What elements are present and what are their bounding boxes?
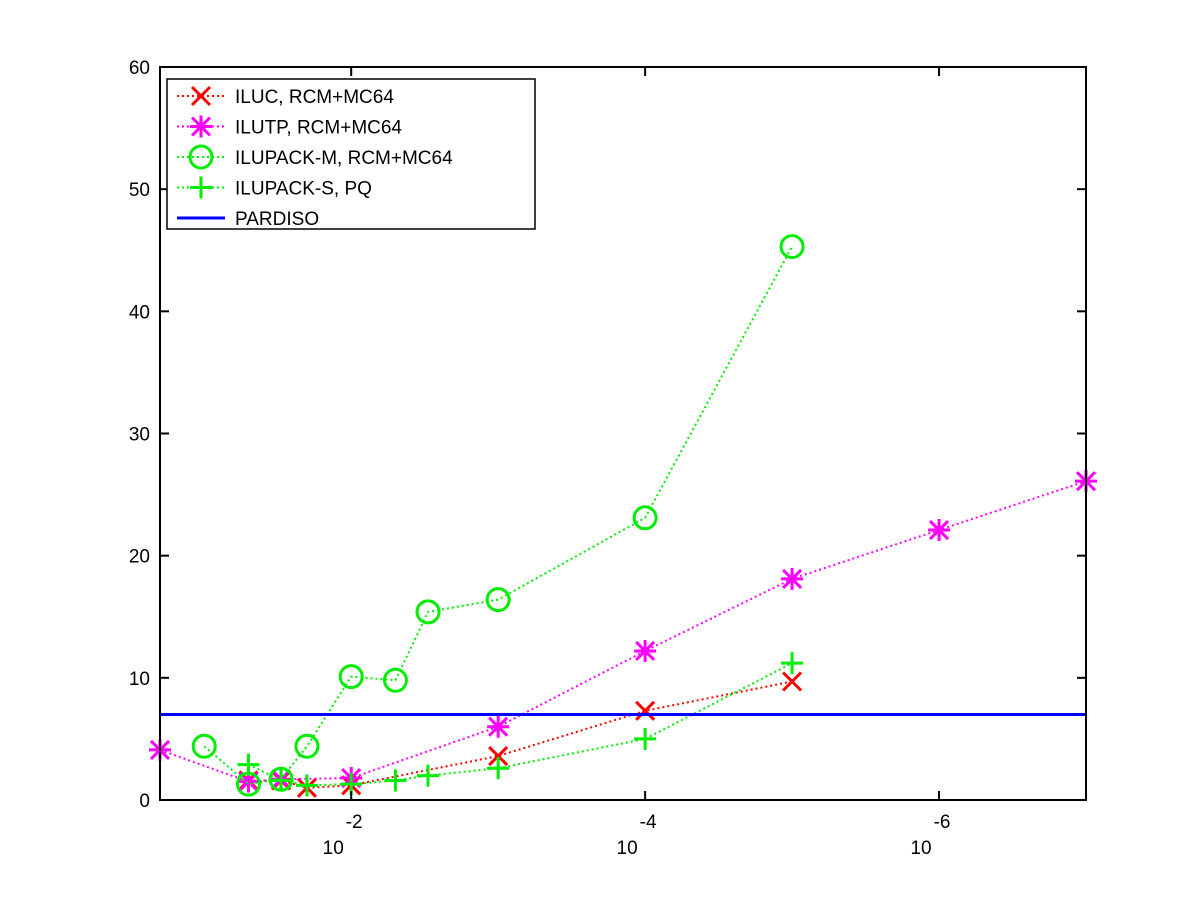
data-point [634, 639, 657, 662]
legend-marker [190, 176, 212, 199]
data-point [270, 769, 293, 792]
data-point [488, 745, 509, 767]
legend-label: ILUC, RCM+MC64 [235, 87, 394, 108]
data-point [928, 519, 951, 542]
y-tick-label: 40 [129, 302, 150, 323]
data-point [415, 599, 441, 625]
y-tick-label: 30 [129, 425, 150, 446]
legend-entry: PARDISO [177, 209, 319, 230]
x-tick-exponent: -6 [934, 812, 951, 833]
data-point [417, 764, 440, 787]
data-point [384, 769, 407, 792]
data-point [382, 667, 408, 693]
y-tick-label: 20 [129, 547, 150, 568]
data-point [779, 234, 805, 260]
legend-label: PARDISO [235, 209, 319, 230]
data-point [632, 505, 658, 531]
x-tick-exponent: -2 [346, 812, 363, 833]
x-tick-base: 10 [617, 838, 638, 859]
data-point [338, 664, 364, 690]
data-point [485, 587, 511, 613]
x-tick-base: 10 [323, 838, 344, 859]
legend-label: ILUPACK-M, RCM+MC64 [235, 148, 453, 169]
y-tick-label: 50 [129, 180, 150, 201]
series-3 [237, 652, 804, 797]
data-point [295, 774, 318, 797]
x-tick-base: 10 [910, 838, 931, 859]
data-point [191, 733, 217, 759]
legend-label: ILUPACK-S, PQ [235, 179, 372, 200]
data-point [487, 715, 510, 738]
legend-entry: ILUC, RCM+MC64 [177, 85, 394, 108]
legend-label: ILUTP, RCM+MC64 [235, 118, 402, 139]
legend-entry: ILUPACK-M, RCM+MC64 [177, 144, 453, 170]
data-point [782, 671, 803, 692]
data-point [237, 753, 260, 776]
data-point [294, 733, 320, 759]
series-line [203, 246, 793, 786]
data-point [237, 770, 260, 793]
series-2 [191, 234, 805, 797]
y-tick-label: 60 [129, 58, 150, 79]
legend: ILUC, RCM+MC64 ILUTP, RCM+MC64 ILUPACK-M, … [166, 78, 536, 230]
data-point [634, 727, 657, 750]
data-point [487, 757, 510, 780]
y-tick-label: 10 [129, 669, 150, 690]
legend-marker [190, 115, 212, 138]
data-point [781, 652, 804, 675]
legend-entry: ILUTP, RCM+MC64 [177, 115, 402, 139]
data-point [635, 700, 656, 721]
plot-area [149, 234, 1097, 798]
data-point [781, 567, 804, 590]
y-tick-label: 0 [139, 791, 150, 812]
legend-marker [188, 144, 214, 170]
legend-box [166, 78, 536, 230]
x-tick-exponent: -4 [640, 812, 657, 833]
legend-marker [190, 85, 212, 107]
legend-entry: ILUPACK-S, PQ [177, 176, 372, 200]
